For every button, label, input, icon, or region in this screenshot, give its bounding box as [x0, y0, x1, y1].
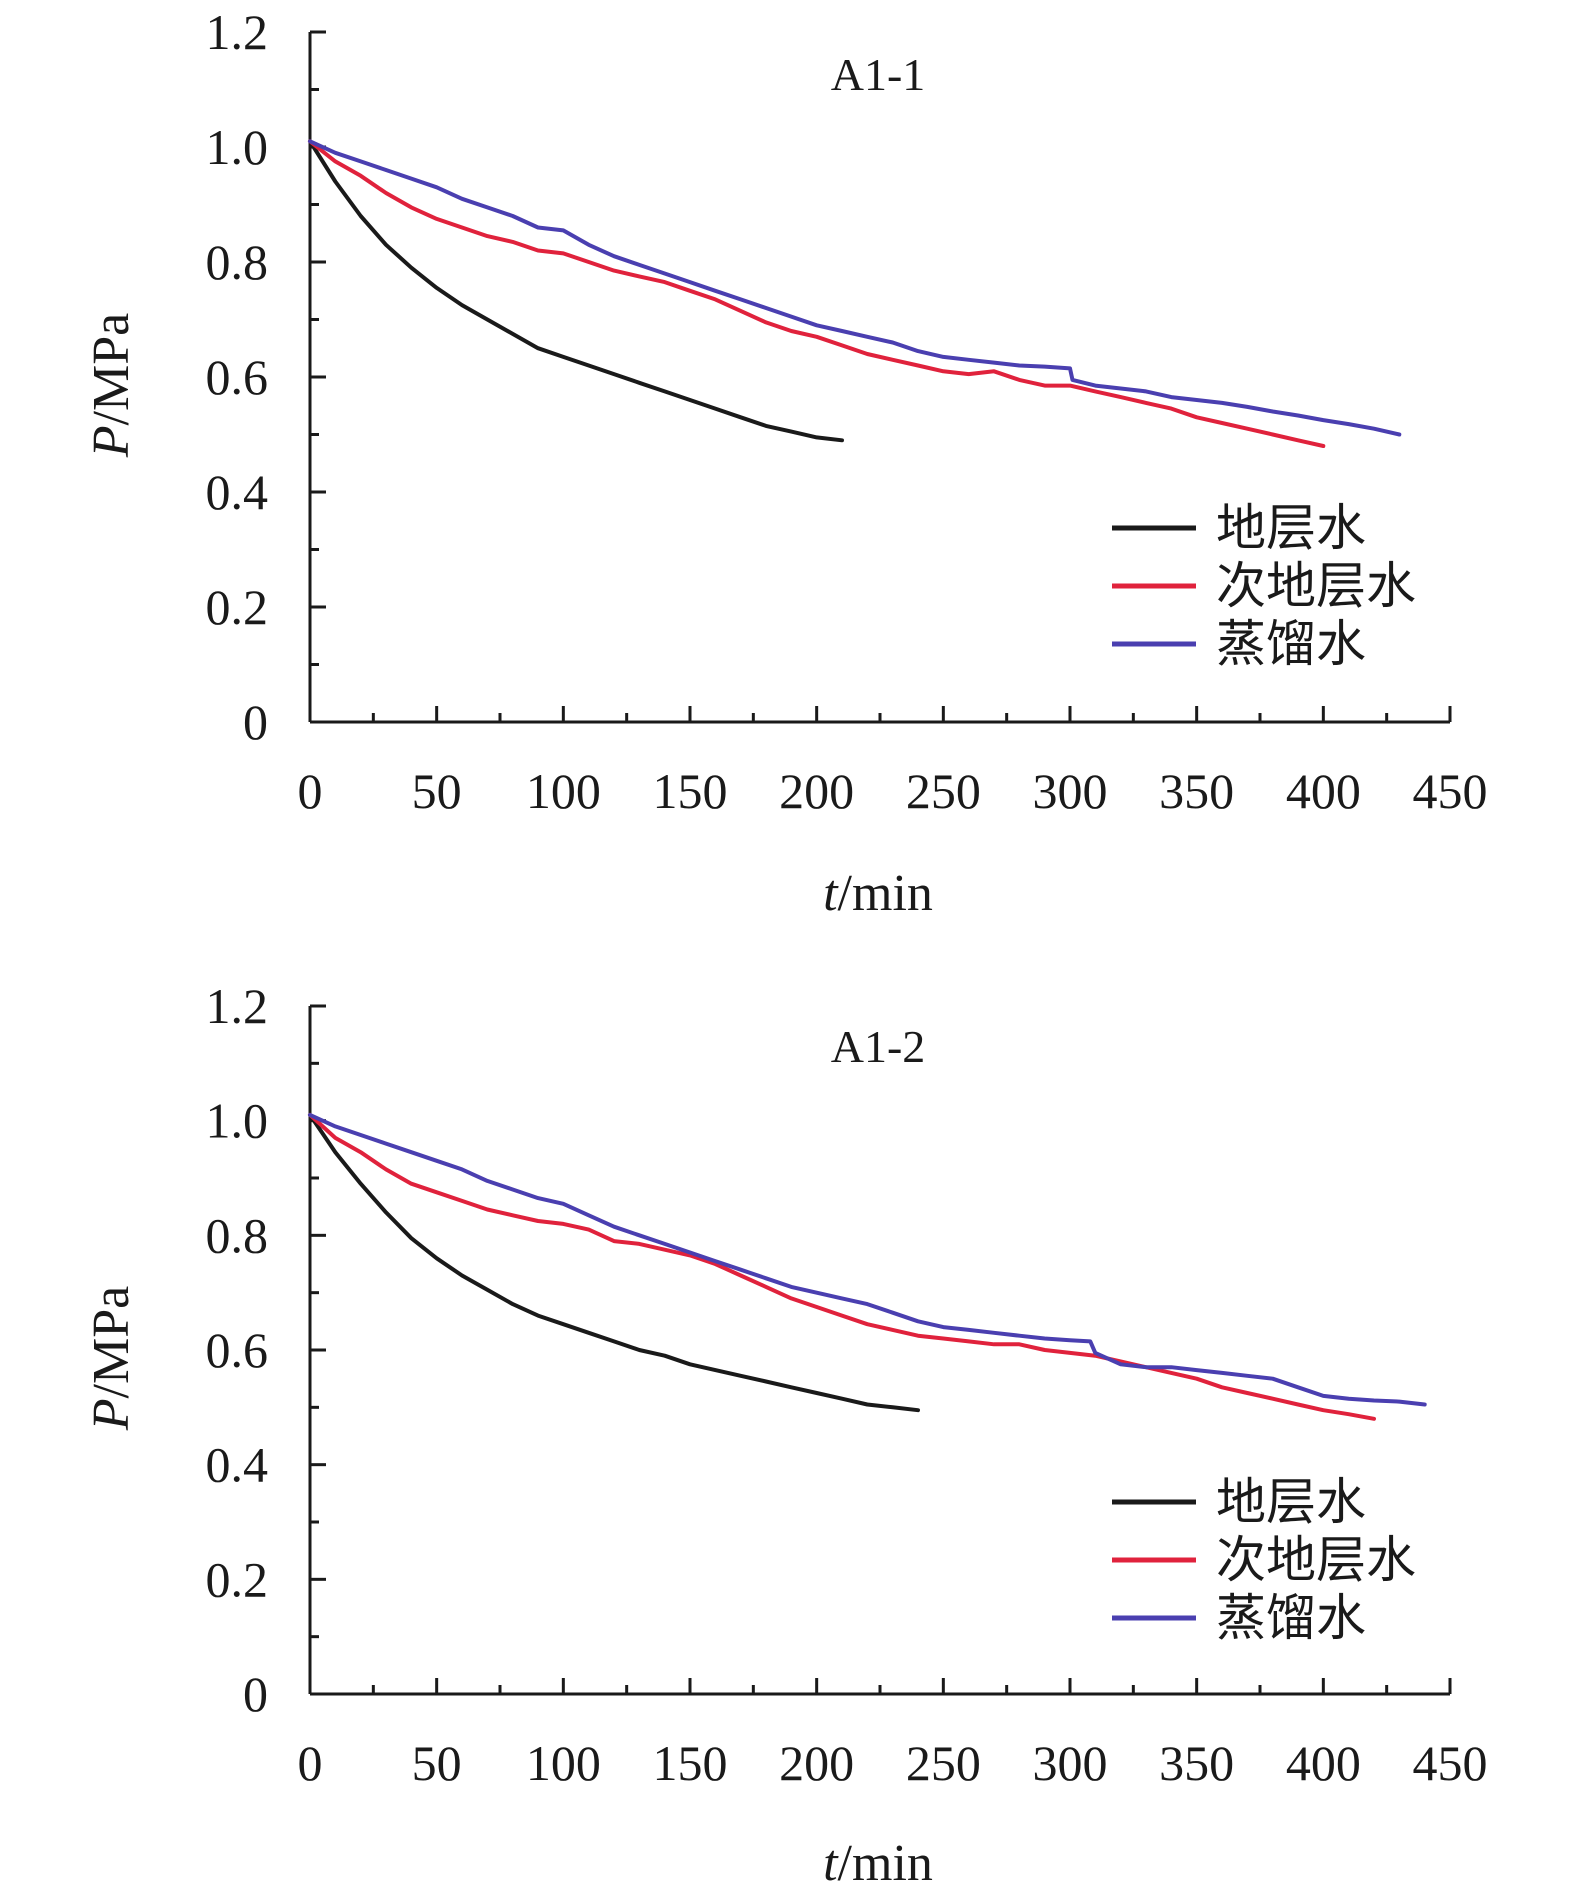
x-tick-label: 200: [779, 763, 854, 819]
series-line-2: [308, 1112, 1427, 1407]
legend-label-0: 地层水: [1216, 500, 1366, 556]
x-tick-label: 200: [779, 1735, 854, 1791]
x-axis-symbol: t: [823, 865, 839, 922]
y-tick-label: 0.4: [206, 464, 269, 520]
y-tick-label: 0.8: [206, 234, 269, 290]
x-tick-label: 300: [1033, 763, 1108, 819]
legend-label-1: 次地层水: [1216, 558, 1416, 614]
x-tick-label: 0: [298, 763, 323, 819]
y-tick-label: 0: [243, 694, 268, 750]
legend-label-2: 蒸馏水: [1216, 1590, 1366, 1646]
x-axis-title: t/min: [823, 865, 933, 922]
y-axis-symbol: P: [83, 425, 140, 458]
y-tick-label: 0.4: [206, 1437, 269, 1493]
y-tick-label: 1.2: [206, 978, 269, 1034]
x-tick-label: 350: [1159, 763, 1234, 819]
x-tick-label: 400: [1286, 763, 1361, 819]
x-tick-label: 450: [1413, 763, 1488, 819]
y-tick-label: 0.6: [206, 1322, 269, 1378]
legend-label-2: 蒸馏水: [1216, 616, 1366, 672]
legend-label-1: 次地层水: [1216, 1532, 1416, 1588]
x-tick-label: 450: [1413, 1735, 1488, 1791]
series-line-2: [308, 139, 1402, 437]
y-axis-symbol: P: [83, 1398, 140, 1431]
series-line-0: [308, 1112, 920, 1413]
x-tick-label: 300: [1033, 1735, 1108, 1791]
x-axis-unit: /min: [838, 865, 933, 922]
y-tick-label: 0.6: [206, 349, 269, 405]
x-axis-title: t/min: [823, 1835, 933, 1892]
x-tick-label: 350: [1159, 1735, 1234, 1791]
chart-panel-a1-1: 0 50 100 150 200 250 300 350 400 450 0 0.2 0.4 0.6 0.8…: [83, 4, 1488, 922]
y-tick-label: 0.8: [206, 1207, 269, 1263]
x-axis-symbol: t: [823, 1835, 839, 1892]
x-tick-label: 400: [1286, 1735, 1361, 1791]
x-tick-label: 100: [526, 763, 601, 819]
series-line-1: [308, 1112, 1376, 1421]
x-tick-label: 150: [653, 1735, 728, 1791]
y-tick-label: 0.2: [206, 1551, 269, 1607]
y-tick-label: 0: [243, 1666, 268, 1722]
x-tick-label: 50: [412, 763, 462, 819]
x-tick-label: 100: [526, 1735, 601, 1791]
y-tick-label: 1.2: [206, 4, 269, 60]
x-tick-label: 250: [906, 1735, 981, 1791]
series-line-1: [308, 139, 1326, 448]
y-tick-label: 1.0: [206, 1093, 269, 1149]
panel-label: A1-1: [831, 49, 926, 100]
panel-label: A1-2: [831, 1021, 926, 1072]
y-tick-label: 1.0: [206, 119, 269, 175]
x-axis-unit: /min: [838, 1835, 933, 1892]
y-tick-label: 0.2: [206, 579, 269, 635]
x-tick-label: 0: [298, 1735, 323, 1791]
series-line-0: [308, 139, 844, 443]
x-tick-label: 50: [412, 1735, 462, 1791]
y-axis-title: P/MPa: [83, 1286, 140, 1431]
chart-panel-a1-2: 0 50 100 150 200 250 300 350 400 450 0 0.2 0.4 0.6 0.8…: [83, 978, 1488, 1892]
x-tick-label: 150: [653, 763, 728, 819]
y-axis-title: P/MPa: [83, 313, 140, 458]
x-tick-label: 250: [906, 763, 981, 819]
y-axis-unit: /MPa: [83, 313, 140, 426]
legend-label-0: 地层水: [1216, 1474, 1366, 1530]
y-axis-unit: /MPa: [83, 1286, 140, 1399]
